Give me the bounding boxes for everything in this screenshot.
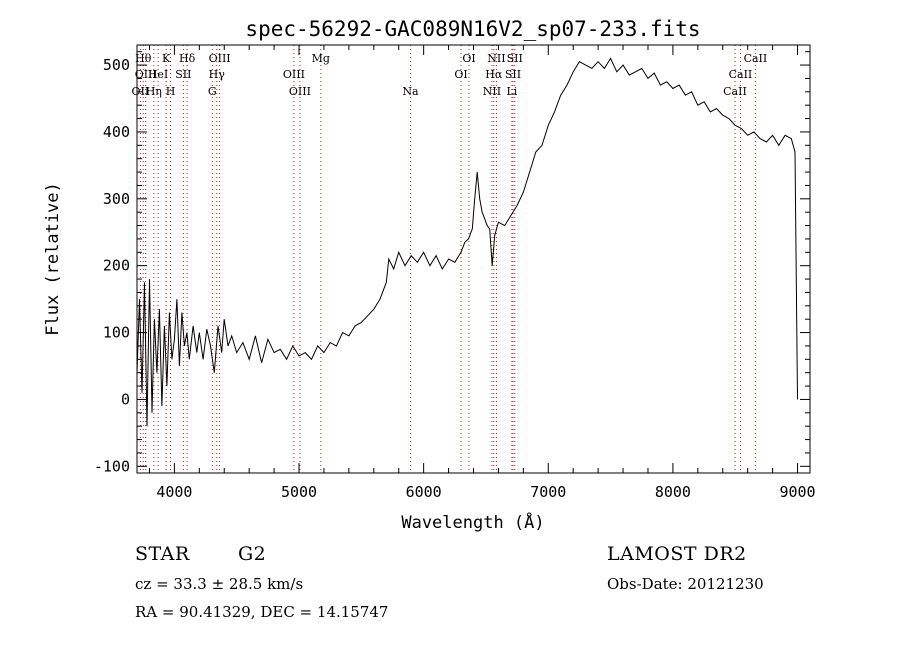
spectral-line-label: Hθ: [135, 52, 152, 65]
spectral-line-label: Li: [506, 85, 517, 98]
spectral-line-label: Hδ: [179, 52, 196, 65]
spectral-line-label: NII: [487, 52, 505, 65]
spectral-line-label: OI: [462, 52, 475, 65]
spectrum-series-line: [136, 57, 798, 427]
spectral-line-label: Na: [402, 85, 419, 98]
obs-date-text: Obs-Date: 20121230: [607, 575, 764, 593]
y-tick-label: 0: [121, 390, 130, 408]
subclass-label: G2: [238, 543, 267, 565]
spectral-line-label: K: [162, 52, 171, 65]
spectral-line-label: OIII: [283, 68, 305, 81]
spectral-line-markers: [139, 45, 756, 473]
x-axis-label: Wavelength (Å): [401, 511, 544, 533]
x-tick-label: 7000: [530, 483, 566, 501]
spectral-line-label: OI: [454, 68, 467, 81]
survey-label: LAMOST DR2: [607, 543, 747, 565]
x-tick-label: 4000: [156, 483, 192, 501]
class-type-label: STAR: [135, 543, 190, 565]
y-tick-label: -100: [94, 457, 130, 475]
spectral-line-label: Hγ: [209, 68, 226, 81]
spectral-line-label: G: [208, 85, 217, 98]
y-axis-label: Flux (relative): [43, 182, 63, 336]
spectral-line-label: Hη: [146, 85, 162, 98]
spectral-line-label: SII: [505, 68, 521, 81]
chart-title: spec-56292-GAC089N16V2_sp07-233.fits: [245, 17, 700, 41]
x-tick-label: 8000: [655, 483, 691, 501]
spectral-line-label: H: [166, 85, 176, 98]
spectral-line-label: CaII: [744, 52, 768, 65]
spectral-line-label: OIII: [209, 52, 231, 65]
spectral-line-label: SII: [507, 52, 523, 65]
spectral-line-labels: OIIHθOIIIHηHeIKHSIIHδGHγOIIIOIIIOIIIMgNa…: [132, 52, 768, 98]
spectral-line-label: HeI: [148, 68, 168, 81]
spectral-line-label: Mg: [312, 52, 330, 65]
y-tick-label: 300: [103, 190, 130, 208]
y-tick-label: 200: [103, 257, 130, 275]
spectral-line-label: SII: [175, 68, 191, 81]
redshift-text: cz = 33.3 ± 28.5 km/s: [135, 575, 304, 593]
spectral-line-label: CaII: [729, 68, 753, 81]
spectral-line-label: Hα: [485, 68, 503, 81]
spectral-line-label: NII: [483, 85, 501, 98]
spectral-line-label: OIII: [135, 68, 157, 81]
x-tick-label: 6000: [406, 483, 442, 501]
coordinates-text: RA = 90.41329, DEC = 14.15747: [135, 603, 389, 621]
y-tick-label: 500: [103, 56, 130, 74]
y-tick-label: 400: [103, 123, 130, 141]
x-tick-label: 5000: [281, 483, 317, 501]
axis-ticks: 4000 5000 6000 7000 8000 9000 -100 0 100 200 300 40…: [94, 45, 816, 501]
y-tick-label: 100: [103, 324, 130, 342]
spectral-line-label: CaII: [723, 85, 747, 98]
spectral-line-label: OIII: [289, 85, 311, 98]
x-tick-label: 9000: [779, 483, 815, 501]
